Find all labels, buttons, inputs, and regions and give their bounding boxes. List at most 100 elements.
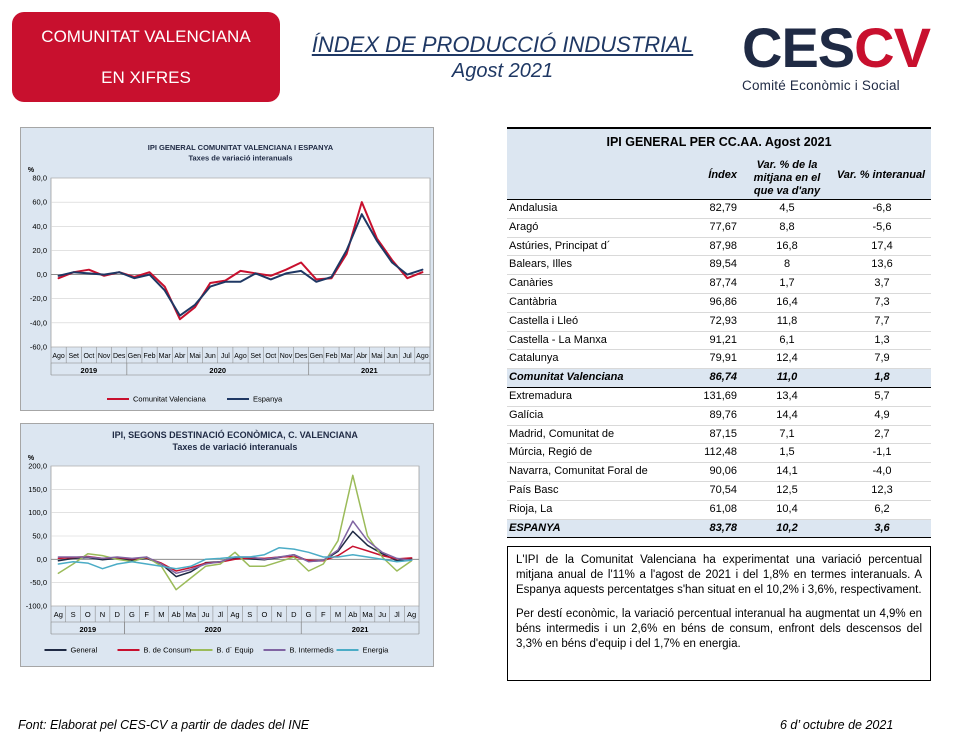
row-var-interanual: 3,6 (874, 521, 890, 534)
chart-title: IPI, SEGONS DESTINACIÓ ECONÒMICA, C. VAL… (112, 429, 358, 440)
x-tick-label: Ju (378, 610, 386, 619)
row-var-interanual: 1,3 (874, 333, 890, 346)
row-var-mitjana: 11,8 (776, 314, 798, 327)
row-var-interanual: 13,6 (871, 258, 893, 271)
x-tick-label: Ab (172, 610, 181, 619)
row-var-interanual: -5,6 (872, 220, 892, 233)
col-mitjana-line2: mitjana en el (753, 172, 821, 184)
x-tick-label: Jul (221, 353, 230, 360)
row-name: Castella - La Manxa (509, 333, 607, 346)
x-tick-label: F (144, 610, 149, 619)
x-tick-label: M (335, 610, 341, 619)
x-tick-label: Set (68, 353, 79, 360)
year-label: 2019 (79, 625, 96, 634)
row-var-mitjana: 16,8 (776, 239, 798, 252)
x-tick-label: Jl (394, 610, 400, 619)
row-index: 89,54 (709, 258, 737, 271)
series-line (57, 546, 413, 570)
x-tick-label: Jul (403, 353, 412, 360)
row-var-mitjana: 12,4 (776, 352, 798, 365)
x-tick-label: Ab (348, 610, 357, 619)
table-row: Catalunya 79,91 12,4 7,9 (507, 350, 931, 370)
table-row: Cantàbria 96,86 16,4 7,3 (507, 294, 931, 313)
x-tick-label: M (158, 610, 164, 619)
x-tick-label: Mai (189, 353, 201, 360)
row-var-interanual: -6,8 (872, 202, 892, 214)
table-row: Andalusia 82,79 4,5 -6,8 (507, 200, 931, 219)
page-title-block: ÍNDEX DE PRODUCCIÓ INDUSTRIAL Agost 2021 (290, 32, 715, 83)
row-name: Comunitat Valenciana (509, 371, 624, 384)
x-tick-label: D (115, 610, 121, 619)
logo-subtitle: Comité Econòmic i Social (742, 78, 900, 93)
row-var-mitjana: 14,4 (776, 408, 798, 421)
x-tick-label: Jl (218, 610, 224, 619)
legend-label: General (71, 646, 98, 655)
table-row: Galícia 89,76 14,4 4,9 (507, 407, 931, 426)
row-var-interanual: 17,4 (871, 239, 893, 252)
badge-line-1: COMUNITAT VALENCIANA (41, 27, 251, 46)
x-tick-label: Ag (230, 610, 239, 619)
row-index: 82,79 (709, 202, 737, 214)
row-name: Aragó (509, 220, 539, 233)
y-tick-label: 0,0 (37, 555, 47, 564)
y-axis-unit: % (28, 455, 35, 462)
summary-box: L'IPI de la Comunitat Valenciana ha expe… (507, 546, 931, 681)
x-tick-label: Feb (144, 353, 156, 360)
row-var-mitjana: 8 (783, 258, 791, 271)
chart-subtitle: Taxes de variació interanuals (188, 154, 292, 163)
y-tick-label: 150,0 (28, 485, 47, 494)
x-tick-label: Ma (362, 610, 373, 619)
row-var-interanual: 4,9 (874, 408, 890, 421)
row-index: 77,67 (709, 220, 737, 233)
row-name: ESPANYA (509, 521, 561, 534)
row-var-mitjana: 4,5 (779, 202, 795, 214)
series-line (57, 530, 413, 578)
row-name: País Basc (509, 483, 559, 496)
row-var-mitjana: 10,4 (776, 502, 798, 515)
year-label: 2019 (81, 366, 98, 375)
table-body: Andalusia 82,79 4,5 -6,8 Aragó 77,67 8,8 -5,6 As… (507, 200, 931, 539)
table-row: Madrid, Comunitat de 87,15 7,1 2,7 (507, 426, 931, 445)
summary-paragraph-1: L'IPI de la Comunitat Valenciana ha expe… (516, 554, 922, 596)
row-name: Cantàbria (509, 295, 557, 308)
y-tick-label: -50,0 (30, 578, 47, 587)
year-label: 2021 (352, 625, 369, 634)
year-label: 2021 (361, 366, 378, 375)
row-name: Catalunya (509, 352, 559, 365)
row-var-interanual: 7,7 (874, 314, 890, 327)
row-name: Canàries (509, 277, 554, 290)
table-row: Castella - La Manxa 91,21 6,1 1,3 (507, 332, 931, 351)
table-row: Comunitat Valenciana 86,74 11,0 1,8 (507, 369, 931, 388)
row-var-mitjana: 16,4 (776, 295, 798, 308)
x-tick-label: Des (113, 353, 126, 360)
series-line (57, 474, 413, 591)
plot-area (50, 177, 431, 348)
x-tick-label: Ag (407, 610, 416, 619)
row-var-mitjana: 10,2 (776, 521, 798, 534)
row-var-interanual: 5,7 (874, 389, 890, 402)
row-var-mitjana: 8,8 (779, 220, 795, 233)
row-index: 70,54 (709, 483, 737, 496)
x-tick-label: Mar (159, 353, 172, 360)
x-tick-label: Abr (174, 353, 186, 360)
x-tick-label: D (291, 610, 297, 619)
logo-ces: CES (742, 16, 855, 79)
footer-date: 6 d’ octubre de 2021 (780, 718, 894, 732)
x-tick-label: Abr (356, 353, 368, 360)
x-tick-label: Ago (52, 353, 65, 360)
x-tick-label: Gen (128, 353, 141, 360)
col-index-header: Índex (708, 169, 737, 181)
x-tick-label: O (85, 610, 91, 619)
y-tick-label: 60,0 (32, 198, 47, 207)
legend-label: B. de Consum (144, 646, 192, 655)
year-label: 2020 (205, 625, 222, 634)
row-name: Castella i Lleó (509, 314, 579, 327)
table-row: Rioja, La 61,08 10,4 6,2 (507, 501, 931, 520)
col-interanual-header: Var. % interanual (836, 169, 926, 181)
row-name: Balears, Illes (509, 258, 572, 271)
row-index: 87,98 (709, 239, 737, 252)
table-row: Extremadura 131,69 13,4 5,7 (507, 388, 931, 407)
cescv-logo: CESCV Comité Econòmic i Social (742, 20, 942, 100)
ipi-general-chart-svg: IPI GENERAL COMUNITAT VALENCIANA I ESPAN… (28, 143, 431, 404)
summary-paragraph-2: Per destí econòmic, la variació percentu… (516, 608, 922, 650)
